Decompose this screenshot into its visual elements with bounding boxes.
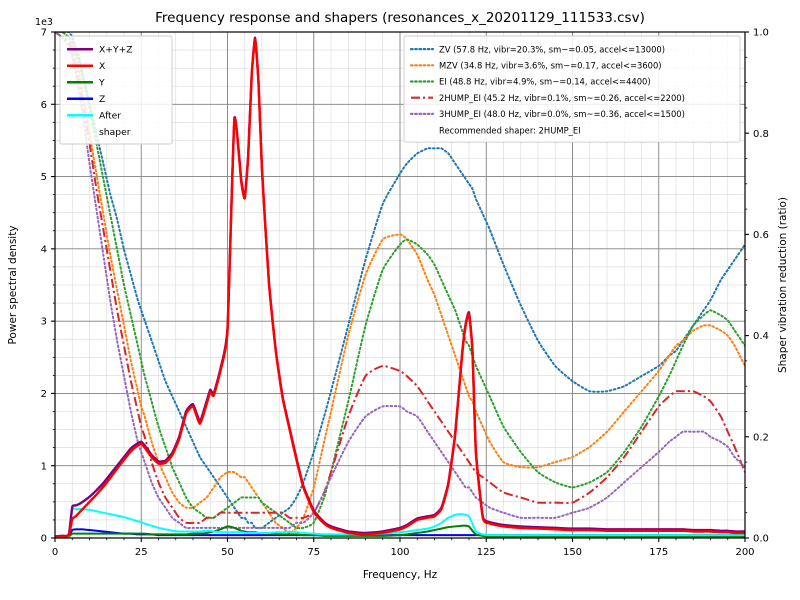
series-line-after-shaper (55, 507, 745, 538)
legend-label: EI (48.8 Hz, vibr=4.9%, sm~=0.14, accel<… (439, 77, 651, 87)
y-axis-offset-label: 1e3 (35, 17, 53, 28)
y2-tick-label: 0.4 (753, 331, 769, 342)
x-tick-label: 125 (477, 547, 496, 558)
legend-box (59, 35, 173, 145)
legend-label: MZV (34.8 Hz, vibr=3.6%, sm~=0.17, accel… (439, 61, 662, 71)
y-axis-label: Power spectral density (7, 225, 19, 344)
series-line-3hump-ei (55, 32, 745, 530)
series-line-2hump-ei (55, 32, 745, 525)
legend-label: Y (98, 77, 105, 88)
x-tick-label: 25 (135, 547, 148, 558)
legend-label: 2HUMP_EI (45.2 Hz, vibr=0.1%, sm~=0.26, … (439, 93, 685, 103)
y-tick-label: 2 (41, 389, 47, 400)
x-tick-label: 150 (563, 547, 582, 558)
y-tick-label: 1 (41, 461, 47, 472)
series-line-ei (55, 32, 745, 530)
series-line-mzv (55, 32, 745, 534)
legend-label: After (99, 110, 121, 121)
legend-right[interactable]: ZV (57.8 Hz, vibr=20.3%, sm~=0.05, accel… (403, 35, 741, 143)
x-tick-label: 50 (221, 547, 234, 558)
y2-tick-label: 0.0 (753, 534, 769, 545)
x-tick-label: 100 (390, 547, 409, 558)
legend-label: 3HUMP_EI (48.0 Hz, vibr=0.0%, sm~=0.36, … (439, 109, 685, 119)
y-axis-right-label: Shaper vibration reduction (ratio) (777, 197, 789, 373)
legend-label: Recommended shaper: 2HUMP_EI (439, 125, 581, 135)
series-line-x (55, 38, 745, 538)
x-tick-label: 75 (307, 547, 320, 558)
legend-left[interactable]: X+Y+Z XYZ After shaper (59, 35, 173, 145)
y-axis-left: 0 1 2 3 4 5 6 7 (41, 28, 55, 545)
x-tick-label: 0 (52, 547, 58, 558)
x-axis: 0 25 50 75 100 125 150 175 200 (52, 538, 755, 558)
legend-label: shaper (99, 127, 131, 138)
y-tick-label: 0 (41, 534, 47, 545)
legend-label: ZV (57.8 Hz, vibr=20.3%, sm~=0.05, accel… (439, 44, 665, 54)
series-lines (55, 32, 745, 538)
y2-tick-label: 0.2 (753, 432, 769, 443)
y2-tick-label: 1.0 (753, 28, 769, 39)
y-tick-label: 6 (41, 100, 47, 111)
y-tick-label: 3 (41, 317, 47, 328)
y2-tick-label: 0.6 (753, 230, 769, 241)
legend-box (403, 35, 741, 143)
legend-label: X+Y+Z (99, 44, 133, 55)
legend-label: X (99, 61, 105, 72)
y-tick-label: 5 (41, 172, 47, 183)
y-axis-right: 0.0 0.2 0.4 0.6 0.8 1.0 (745, 28, 769, 545)
legend-label: Z (99, 94, 105, 105)
x-tick-label: 200 (735, 547, 754, 558)
y-tick-label: 7 (41, 28, 47, 39)
x-axis-label: Frequency, Hz (363, 569, 438, 581)
y-tick-label: 4 (41, 244, 47, 255)
series-line-zv (55, 32, 745, 530)
x-tick-label: 175 (649, 547, 668, 558)
page-title: Frequency response and shapers (resonanc… (155, 10, 645, 26)
y2-tick-label: 0.8 (753, 129, 769, 140)
series-line-y (55, 524, 745, 538)
